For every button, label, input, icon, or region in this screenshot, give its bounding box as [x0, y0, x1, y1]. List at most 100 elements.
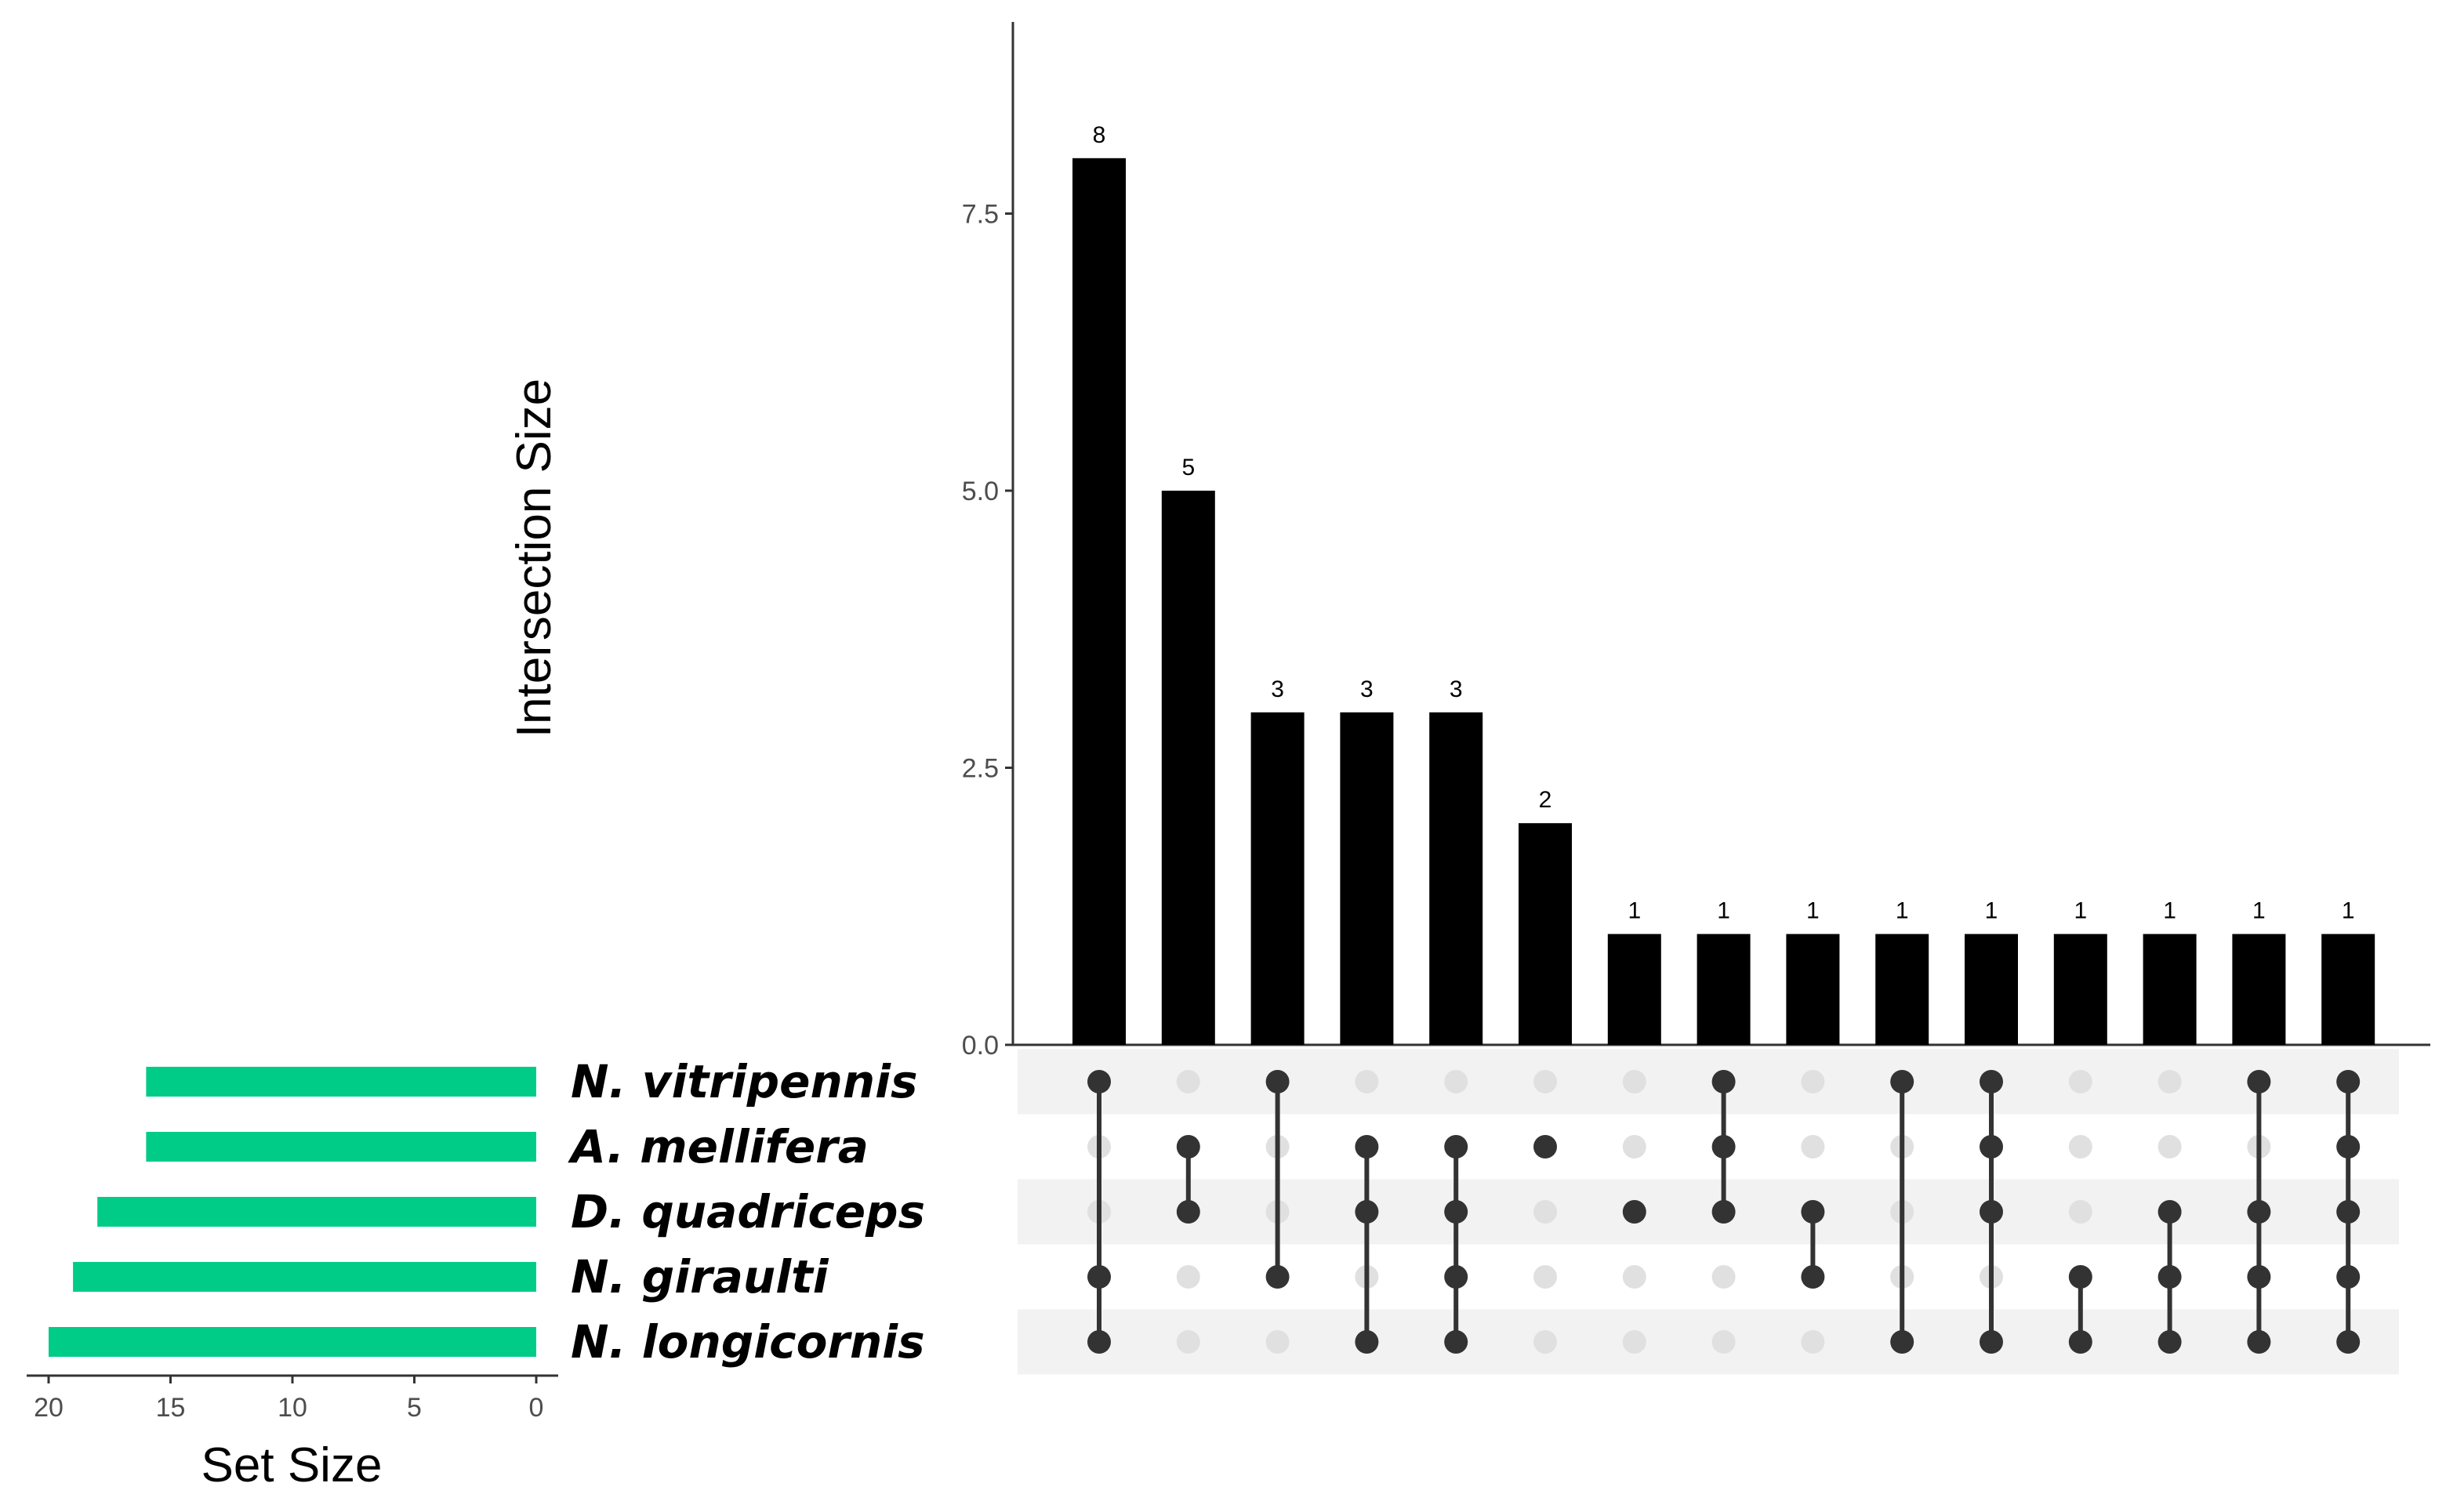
intersection-bar-label: 1: [2163, 898, 2176, 924]
matrix-dot-active: [1087, 1330, 1111, 1354]
matrix-dot-active: [1176, 1200, 1200, 1224]
matrix-dot-inactive: [1801, 1330, 1825, 1354]
intersection-bar: [1875, 934, 1929, 1045]
matrix-row-stripes: [1018, 1049, 2399, 1375]
set-axis-tick-label: 0: [529, 1393, 544, 1423]
matrix-dot-active: [1711, 1070, 1736, 1093]
intersection-bar: [1697, 934, 1751, 1045]
set-axis-tick-label: 15: [156, 1393, 186, 1423]
intersection-bars: 8 5 3 3 3 2 1 1 1 1 1 1 1 1 1: [1072, 122, 2375, 1045]
intersection-bar-label: 1: [1896, 898, 1909, 924]
matrix-dot-active: [1265, 1265, 1290, 1289]
matrix-dot-active: [1801, 1200, 1825, 1224]
matrix-dot-active: [1265, 1070, 1290, 1093]
set-label: N. vitripennis: [571, 1055, 918, 1108]
intersection-bar: [1429, 712, 1483, 1045]
matrix-dot-active: [1355, 1200, 1379, 1224]
intersection-bar: [1340, 712, 1394, 1045]
intersection-bar: [1161, 491, 1215, 1045]
y-tick-label: 7.5: [962, 200, 999, 230]
matrix-dot-active: [1444, 1135, 1468, 1158]
intersection-bar-label: 3: [1450, 676, 1463, 702]
matrix-dot-active: [1355, 1135, 1379, 1158]
intersection-bar-label: 1: [2252, 898, 2266, 924]
matrix-dot-inactive: [2068, 1200, 2092, 1224]
set-axis-tick-label: 10: [278, 1393, 307, 1423]
matrix-dot-active: [1087, 1265, 1111, 1289]
matrix-dot-inactive: [1711, 1330, 1736, 1354]
matrix-dot-active: [2068, 1330, 2092, 1354]
intersection-bar: [1519, 823, 1572, 1045]
matrix-dot-inactive: [1533, 1200, 1557, 1224]
set-size-bars: [49, 1067, 537, 1357]
matrix-dot-active: [2336, 1265, 2361, 1289]
matrix-dot-active: [1890, 1070, 1914, 1093]
intersection-bar: [1072, 158, 1126, 1045]
matrix-dot-active: [2247, 1070, 2271, 1093]
intersection-bar-label: 8: [1093, 122, 1106, 148]
matrix-dot-active: [1980, 1330, 2003, 1354]
set-label: D. quadriceps: [571, 1185, 925, 1238]
matrix-dot-inactive: [1355, 1070, 1379, 1093]
matrix-dot-active: [2247, 1265, 2271, 1289]
matrix-dot-inactive: [1711, 1265, 1736, 1289]
intersection-bar-label: 5: [1181, 455, 1195, 480]
matrix-dot-inactive: [1533, 1070, 1557, 1093]
matrix-stripe: [1018, 1179, 2399, 1245]
intersection-bar-label: 1: [1628, 898, 1641, 924]
intersection-bar: [2143, 934, 2197, 1045]
matrix-dot-inactive: [2068, 1070, 2092, 1093]
set-axis-tick-label: 20: [34, 1393, 64, 1423]
matrix-dot-active: [2336, 1200, 2361, 1224]
matrix-dot-active: [1980, 1070, 2003, 1093]
intersection-bar-label: 1: [1985, 898, 1998, 924]
set-size-axis-title: Set Size: [201, 1438, 383, 1492]
matrix-dot-active: [1711, 1200, 1736, 1224]
intersection-size-axis-title: Intersection Size: [507, 379, 561, 738]
intersection-bar: [1607, 934, 1661, 1045]
matrix-dot-inactive: [1622, 1265, 1646, 1289]
matrix-dot-active: [1533, 1135, 1557, 1158]
matrix-dot-inactive: [1622, 1070, 1646, 1093]
matrix-dot-inactive: [1533, 1330, 1557, 1354]
matrix-dot-inactive: [1801, 1135, 1825, 1158]
intersection-bar-label: 1: [1717, 898, 1730, 924]
matrix-dot-inactive: [1265, 1330, 1290, 1354]
matrix-dot-active: [1980, 1200, 2003, 1224]
matrix-dot-active: [2157, 1265, 2182, 1289]
set-size-bar: [49, 1327, 536, 1357]
matrix-dot-inactive: [1622, 1330, 1646, 1354]
matrix-dot-active: [1980, 1135, 2003, 1158]
set-label: N. longicornis: [571, 1315, 925, 1369]
set-size-axis: 20 15 10 5 0: [27, 1374, 558, 1423]
intersection-bar-label: 2: [1539, 787, 1552, 813]
intersection-bar-label: 1: [2342, 898, 2355, 924]
intersection-bar-label: 1: [1806, 898, 1820, 924]
matrix-dot-active: [2068, 1265, 2092, 1289]
intersection-bar: [2321, 934, 2375, 1045]
intersection-bar-label: 3: [1271, 676, 1284, 702]
intersection-matrix: [1087, 1070, 2361, 1354]
matrix-stripe: [1018, 1049, 2399, 1115]
matrix-dot-inactive: [1801, 1070, 1825, 1093]
intersection-bar: [1786, 934, 1840, 1045]
matrix-dot-active: [2336, 1135, 2361, 1158]
matrix-dot-inactive: [1533, 1265, 1557, 1289]
matrix-dot-active: [1087, 1070, 1111, 1093]
matrix-dot-active: [2157, 1330, 2182, 1354]
set-size-bar: [146, 1067, 536, 1097]
matrix-dot-active: [2247, 1330, 2271, 1354]
matrix-stripe: [1018, 1309, 2399, 1375]
intersection-bar-label: 1: [2074, 898, 2087, 924]
intersection-bar: [1250, 712, 1305, 1045]
matrix-dot-active: [1176, 1135, 1200, 1158]
matrix-dot-inactive: [2157, 1135, 2182, 1158]
matrix-dot-inactive: [1176, 1265, 1200, 1289]
set-size-bar: [146, 1132, 536, 1162]
matrix-dot-inactive: [1176, 1070, 1200, 1093]
matrix-dot-active: [1444, 1330, 1468, 1354]
intersection-bar: [2053, 934, 2107, 1045]
matrix-dot-active: [1355, 1330, 1379, 1354]
intersection-bar: [2232, 934, 2286, 1045]
